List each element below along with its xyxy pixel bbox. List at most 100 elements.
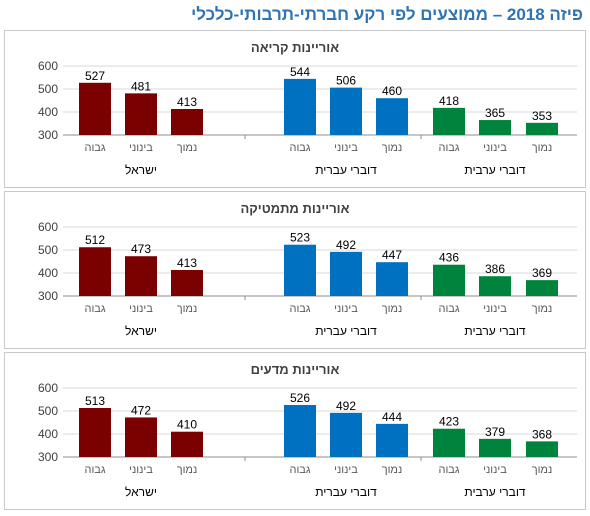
bar [479, 120, 511, 135]
data-label: 512 [85, 233, 105, 247]
y-tick-label: 300 [38, 450, 58, 464]
category-label: נמוך [382, 303, 403, 315]
category-label: נמוך [382, 142, 403, 154]
data-label: 492 [336, 399, 356, 413]
bar [79, 408, 111, 457]
group-label: דוברי ערבית [464, 163, 526, 177]
category-label: גבוה [84, 303, 105, 315]
chart-title: אוריינות מדעים [251, 362, 340, 377]
data-label: 523 [290, 231, 310, 245]
data-label: 368 [532, 427, 552, 441]
category-label: גבוה [438, 142, 459, 154]
bar [376, 98, 408, 135]
data-label: 365 [485, 106, 505, 120]
category-label: נמוך [532, 142, 553, 154]
data-label: 369 [532, 266, 552, 280]
reading-chart-panel: אוריינות קריאה 300 400 500 600 527 גבוה 481 בינו… [4, 30, 586, 188]
bar [433, 428, 465, 457]
data-label: 526 [290, 391, 310, 405]
bar [125, 93, 157, 135]
bar [526, 122, 558, 135]
category-label: נמוך [177, 303, 198, 315]
bar [376, 262, 408, 296]
y-tick-label: 500 [38, 404, 58, 418]
bar [171, 431, 203, 457]
category-label: נמוך [532, 303, 553, 315]
data-label: 492 [336, 238, 356, 252]
category-label: גבוה [84, 464, 105, 476]
y-tick-label: 400 [38, 105, 58, 119]
category-label: בינוני [334, 303, 358, 315]
group-label: דוברי ערבית [464, 324, 526, 338]
bar [79, 247, 111, 296]
category-label: גבוה [438, 303, 459, 315]
data-label: 413 [177, 95, 197, 109]
page-title: פיזה 2018 – ממוצעים לפי רקע חברתי-תרבותי… [191, 5, 583, 24]
data-label: 418 [439, 94, 459, 108]
category-label: נמוך [177, 142, 198, 154]
data-label: 413 [177, 256, 197, 270]
bar [376, 423, 408, 457]
chart-svg: אוריינות מתמטיקה 300 400 500 600 512 גבוה 473 בי… [38, 201, 577, 338]
science-chart-panel: אוריינות מדעים 300 400 500 600 513 גבוה 472 בינו… [4, 352, 586, 510]
bar [479, 276, 511, 296]
bar [171, 270, 203, 296]
data-label: 527 [85, 69, 105, 83]
data-label: 386 [485, 262, 505, 276]
data-label: 513 [85, 394, 105, 408]
y-tick-label: 500 [38, 82, 58, 96]
bar [479, 438, 511, 457]
category-label: גבוה [289, 142, 310, 154]
bar [433, 264, 465, 296]
chart-svg: אוריינות מדעים 300 400 500 600 513 גבוה 472 בינו… [38, 362, 577, 499]
bar [284, 78, 316, 135]
data-label: 423 [439, 415, 459, 429]
chart-title: אוריינות קריאה [251, 40, 339, 55]
y-tick-label: 500 [38, 243, 58, 257]
data-label: 506 [336, 74, 356, 88]
bar [284, 244, 316, 296]
category-label: בינוני [334, 464, 358, 476]
group-label: דוברי עברית [315, 324, 377, 338]
data-label: 472 [131, 403, 151, 417]
category-label: גבוה [438, 464, 459, 476]
group-label: דוברי עברית [315, 485, 377, 499]
bar [125, 256, 157, 296]
chart-title: אוריינות מתמטיקה [241, 201, 350, 216]
bar [433, 107, 465, 135]
data-label: 353 [532, 109, 552, 123]
y-tick-label: 300 [38, 128, 58, 142]
bar [330, 251, 362, 296]
category-label: נמוך [532, 464, 553, 476]
data-label: 447 [382, 248, 402, 262]
chart-svg: אוריינות קריאה 300 400 500 600 527 גבוה 481 בינו… [38, 40, 577, 177]
data-label: 379 [485, 425, 505, 439]
data-label: 444 [382, 410, 402, 424]
category-label: בינוני [129, 142, 153, 154]
group-label: ישראל [125, 163, 157, 177]
data-label: 481 [131, 79, 151, 93]
category-label: נמוך [177, 464, 198, 476]
bar [526, 280, 558, 296]
category-label: בינוני [483, 303, 507, 315]
bar [284, 405, 316, 457]
category-label: בינוני [483, 142, 507, 154]
y-tick-label: 400 [38, 266, 58, 280]
group-label: דוברי ערבית [464, 485, 526, 499]
group-label: דוברי עברית [315, 163, 377, 177]
data-label: 436 [439, 251, 459, 265]
y-tick-label: 600 [38, 381, 58, 395]
category-label: גבוה [289, 464, 310, 476]
data-label: 460 [382, 84, 402, 98]
data-label: 473 [131, 242, 151, 256]
bar [330, 412, 362, 457]
category-label: נמוך [382, 464, 403, 476]
y-tick-label: 300 [38, 289, 58, 303]
y-tick-label: 600 [38, 59, 58, 73]
math-chart-panel: אוריינות מתמטיקה 300 400 500 600 512 גבוה 473 בי… [4, 191, 586, 349]
bar [526, 441, 558, 457]
category-label: גבוה [289, 303, 310, 315]
category-label: בינוני [483, 464, 507, 476]
group-label: ישראל [125, 324, 157, 338]
y-tick-label: 400 [38, 427, 58, 441]
